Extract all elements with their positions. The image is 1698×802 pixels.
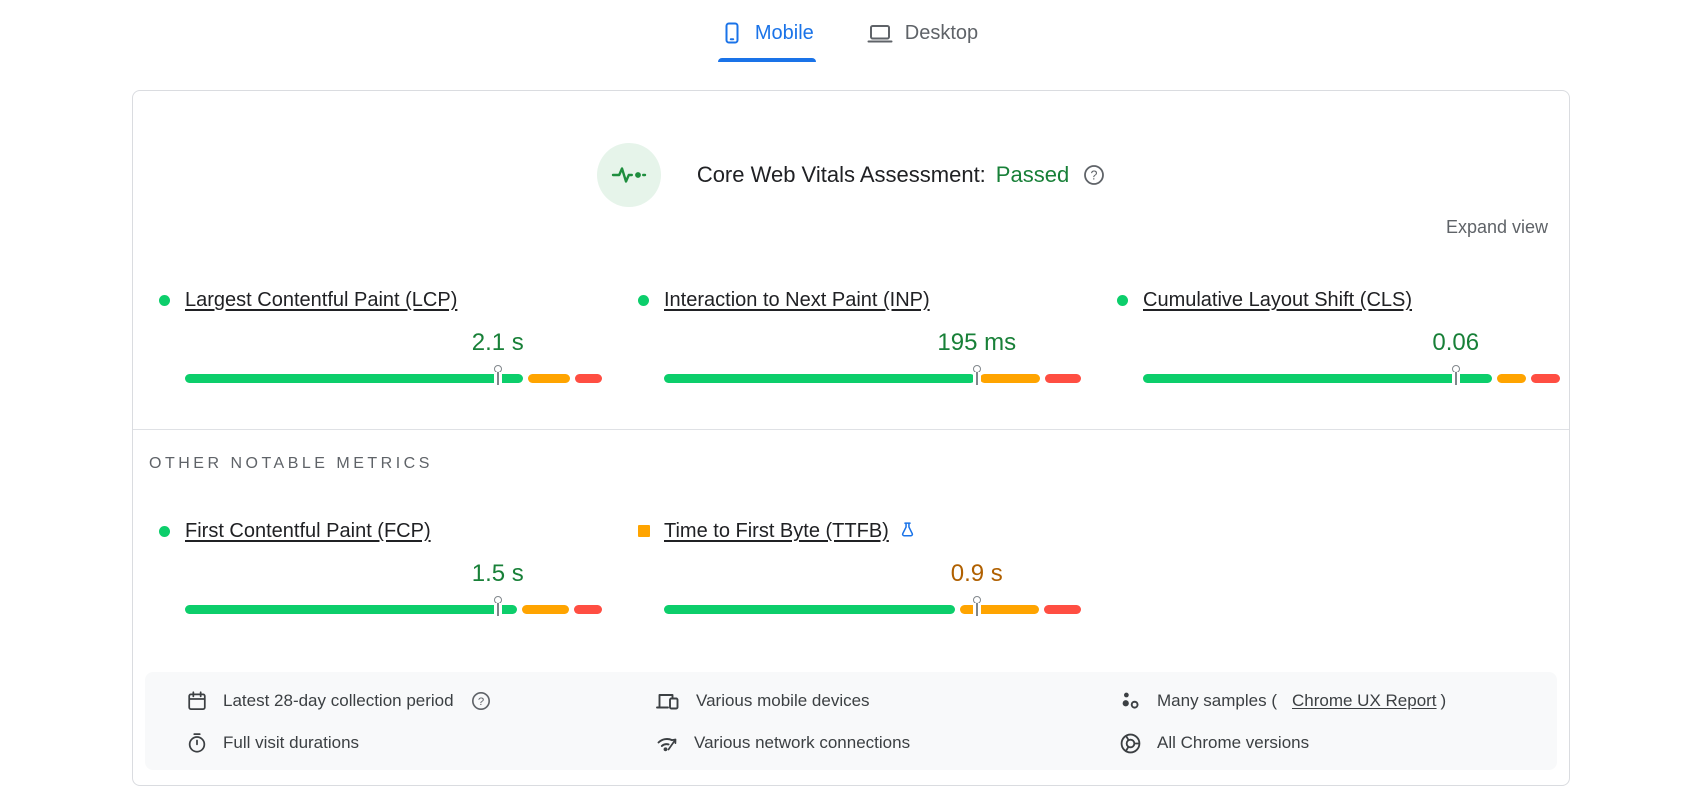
metric-value: 1.5 s <box>471 560 524 587</box>
assessment-help-icon[interactable]: ? <box>1083 164 1105 186</box>
cwv-assessment-header: Core Web Vitals Assessment: Passed ? <box>133 143 1569 207</box>
assessment-status: Passed <box>995 162 1070 187</box>
network-icon <box>657 738 677 752</box>
metric-value: 0.9 s <box>950 560 1003 587</box>
metric-value: 2.1 s <box>471 329 524 356</box>
data-context-item: Various network connections <box>655 732 1119 754</box>
pulse-icon <box>610 162 648 188</box>
devices-icon <box>656 694 679 710</box>
phone-icon <box>725 22 739 44</box>
metric-label-link[interactable]: Cumulative Layout Shift (CLS) <box>1143 289 1413 311</box>
bar-segment-good <box>185 374 524 383</box>
bar-segment-good <box>185 605 518 614</box>
data-context-item: Full visit durations <box>186 732 655 754</box>
metric-distribution-bar <box>664 374 1081 383</box>
svg-text:?: ? <box>477 696 483 708</box>
metric-distribution-bar <box>185 374 603 383</box>
p75-marker <box>1451 365 1460 385</box>
pulse-icon <box>611 167 647 183</box>
stopwatch-icon <box>188 733 206 753</box>
bar-segment-needs-improvement <box>528 374 570 383</box>
metric-ttfb: Time to First Byte (TTFB) 0.9 s <box>638 520 1081 625</box>
metric-status-dot <box>638 295 649 306</box>
bar-segment-poor <box>574 374 603 383</box>
data-context-text: All Chrome versions <box>1157 733 1310 752</box>
metric-value: 195 ms <box>937 329 1017 356</box>
data-context-item: All Chrome versions <box>1119 732 1557 755</box>
core-web-vitals-card: Core Web Vitals Assessment: Passed ? Exp… <box>132 90 1570 786</box>
bar-segment-poor <box>1530 374 1561 383</box>
data-context-item: Many samples ( Chrome UX Report) <box>1119 690 1557 712</box>
core-metrics-row: Largest Contentful Paint (LCP) 2.1 s Int… <box>159 289 1561 394</box>
calendar-icon <box>188 691 206 710</box>
pulse-badge <box>596 143 661 207</box>
bar-segment-good <box>664 374 976 383</box>
metric-lcp: Largest Contentful Paint (LCP) 2.1 s <box>159 289 603 394</box>
svg-text:?: ? <box>1091 168 1098 182</box>
metric-label-link[interactable]: First Contentful Paint (FCP) <box>185 520 431 542</box>
help-icon: ? <box>471 692 490 710</box>
help-icon: ? <box>1084 165 1105 185</box>
data-context-item: Various mobile devices <box>655 690 1119 712</box>
bar-segment-needs-improvement <box>1496 374 1526 383</box>
laptop-icon <box>867 25 893 43</box>
collection-period-help-icon[interactable]: ? <box>471 691 491 711</box>
data-context-text: Latest 28-day collection period <box>223 691 454 710</box>
data-context-text: Full visit durations <box>223 733 360 752</box>
metric-label-link[interactable]: Interaction to Next Paint (INP) <box>664 289 930 311</box>
bar-segment-good <box>1143 374 1492 383</box>
bar-segment-needs-improvement <box>960 605 1039 614</box>
bar-segment-poor <box>574 605 602 614</box>
metric-distribution-bar <box>185 605 602 614</box>
bar-segment-needs-improvement <box>980 374 1040 383</box>
other-metrics-row: First Contentful Paint (FCP) 1.5 s Time … <box>159 520 1560 625</box>
tab-mobile[interactable]: Mobile <box>717 8 816 62</box>
samples-icon <box>1122 692 1139 709</box>
p75-marker <box>493 596 502 616</box>
data-context-text: Various mobile devices <box>696 691 870 710</box>
metric-inp: Interaction to Next Paint (INP) 195 ms <box>638 289 1081 394</box>
metric-status-dot <box>1117 295 1128 306</box>
other-metrics-heading: OTHER NOTABLE METRICS <box>149 455 433 472</box>
bar-segment-good <box>664 605 956 614</box>
bar-segment-poor <box>1044 374 1081 383</box>
data-context-text: Many samples ( <box>1157 691 1277 710</box>
p75-marker <box>493 365 502 385</box>
section-divider <box>133 429 1569 430</box>
data-context-text: Various network connections <box>694 733 911 752</box>
data-context-item: Latest 28-day collection period ? <box>186 690 655 712</box>
flask-icon <box>901 522 913 537</box>
metric-status-dot <box>159 295 170 306</box>
bar-segment-needs-improvement <box>522 605 570 614</box>
tab-label: Mobile <box>754 21 814 44</box>
metric-distribution-bar <box>1143 374 1561 383</box>
metric-value: 0.06 <box>1432 329 1480 356</box>
chrome-icon <box>1120 733 1141 753</box>
chrome-ux-report-link[interactable]: Chrome UX Report <box>1291 691 1437 710</box>
metric-label-link[interactable]: Time to First Byte (TTFB) <box>664 520 889 542</box>
bar-segment-poor <box>1043 605 1081 614</box>
p75-marker <box>972 596 981 616</box>
metric-fcp: First Contentful Paint (FCP) 1.5 s <box>159 520 602 625</box>
cwv-assessment-title: Core Web Vitals Assessment: Passed ? <box>697 162 1105 188</box>
data-collection-footer: Latest 28-day collection period ? Variou… <box>145 672 1557 770</box>
metric-cls: Cumulative Layout Shift (CLS) 0.06 <box>1117 289 1561 394</box>
strategy-tabs: Mobile Desktop <box>0 8 1698 62</box>
metric-status-dot <box>159 526 170 537</box>
metric-distribution-bar <box>664 605 1081 614</box>
expand-view-button[interactable]: Expand view <box>1445 217 1548 237</box>
metric-label-link[interactable]: Largest Contentful Paint (LCP) <box>185 289 458 311</box>
tab-desktop[interactable]: Desktop <box>864 8 980 62</box>
metric-status-dot <box>638 525 650 537</box>
experimental-flask-icon <box>899 521 916 539</box>
tab-label: Desktop <box>904 21 979 44</box>
p75-marker <box>972 365 981 385</box>
